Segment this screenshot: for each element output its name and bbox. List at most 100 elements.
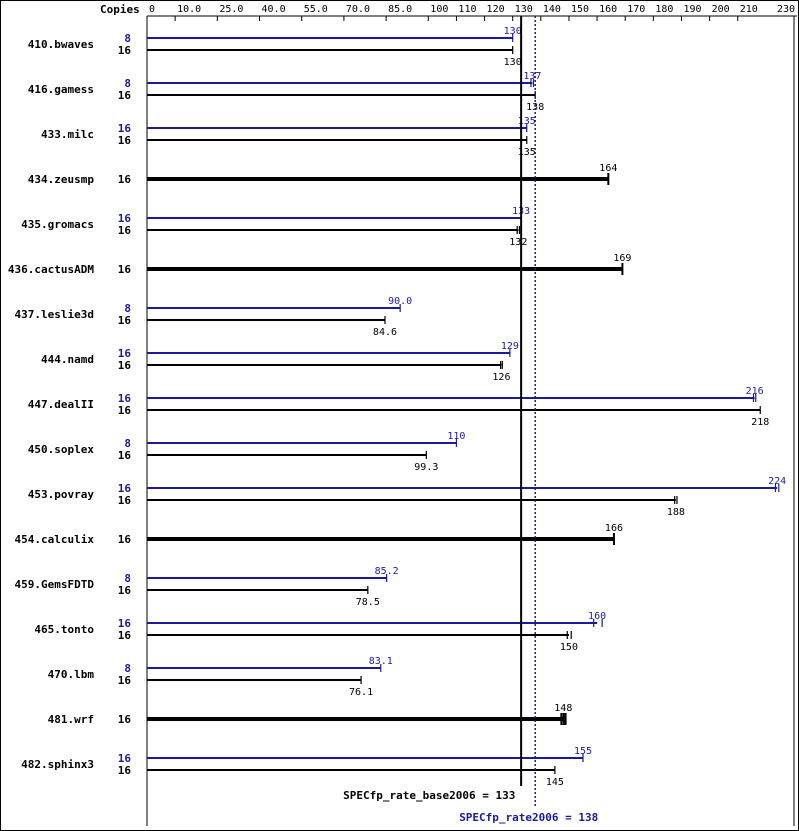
base-value-label: 150 <box>560 642 578 653</box>
axis-tick-label: 170 <box>627 4 645 15</box>
axis-tick-label: 70.0 <box>346 4 370 15</box>
axis-tick-label: 110 <box>458 4 476 15</box>
benchmark-row: 481.wrf 16 148 <box>48 703 572 732</box>
benchmark-name: 465.tonto <box>34 623 94 636</box>
benchmark-row: 410.bwaves 8 130 16 130 <box>28 26 522 68</box>
benchmark-row: 444.namd 16 129 16 126 <box>41 341 519 383</box>
peak-copies-label: 8 <box>124 302 131 315</box>
benchmark-row: 447.dealII 16 216 16 218 <box>28 386 769 428</box>
benchmark-name: 416.gamess <box>28 83 94 96</box>
peak-value-label: 137 <box>523 71 541 82</box>
benchmark-row: 436.cactusADM 16 169 <box>8 253 631 282</box>
benchmark-name: 481.wrf <box>48 713 94 726</box>
peak-copies-label: 16 <box>118 392 132 405</box>
base-copies-label: 16 <box>118 674 132 687</box>
base-copies-label: 16 <box>118 629 132 642</box>
base-value-label: 145 <box>546 777 564 788</box>
peak-value-label: 129 <box>501 341 519 352</box>
peak-value-label: 224 <box>768 476 786 487</box>
axis-tick-label: 200 <box>712 4 730 15</box>
peak-copies-label: 8 <box>124 32 131 45</box>
peak-copies-label: 16 <box>118 212 132 225</box>
axis-tick-label: 150 <box>571 4 589 15</box>
axis-tick-label: 180 <box>655 4 673 15</box>
base-copies-label: 16 <box>118 584 132 597</box>
base-copies-label: 16 <box>118 449 132 462</box>
peak-value-label: 160 <box>588 611 606 622</box>
benchmark-row: 437.leslie3d 8 90.0 16 84.6 <box>15 296 413 338</box>
axis-tick-label: 25.0 <box>219 4 243 15</box>
peak-copies-label: 8 <box>124 572 131 585</box>
peak-value-label: 216 <box>746 386 764 397</box>
axis-tick-label: 140 <box>543 4 561 15</box>
base-copies-label: 16 <box>118 533 132 546</box>
benchmark-row: 433.milc 16 135 16 135 <box>41 116 536 158</box>
base-value-label: 78.5 <box>356 597 380 608</box>
benchmark-name: 437.leslie3d <box>15 308 94 321</box>
benchmark-name: 470.lbm <box>48 668 95 681</box>
benchmark-rows: 410.bwaves 8 130 16 130 416.gamess 8 137 16 138 43… <box>8 26 786 788</box>
benchmark-name: 435.gromacs <box>21 218 94 231</box>
base-copies-label: 16 <box>118 404 132 417</box>
base-value-label: 132 <box>509 237 527 248</box>
base-value-label: 99.3 <box>414 462 438 473</box>
axis-tick-label: 85.0 <box>388 4 412 15</box>
benchmark-name: 444.namd <box>41 353 94 366</box>
benchmark-row: 453.povray 16 224 16 188 <box>28 476 786 518</box>
peak-value-label: 83.1 <box>369 656 393 667</box>
peak-copies-label: 16 <box>118 617 132 630</box>
base-copies-label: 16 <box>118 89 132 102</box>
peak-summary-label: SPECfp_rate2006 = 138 <box>459 811 598 824</box>
base-copies-label: 16 <box>118 764 132 777</box>
benchmark-name: 453.povray <box>28 488 95 501</box>
base-value-label: 138 <box>526 102 544 113</box>
peak-value-label: 110 <box>447 431 465 442</box>
peak-copies-label: 8 <box>124 437 131 450</box>
benchmark-name: 447.dealII <box>28 398 94 411</box>
base-copies-label: 16 <box>118 224 132 237</box>
benchmark-name: 410.bwaves <box>28 38 94 51</box>
benchmark-name: 433.milc <box>41 128 94 141</box>
axis-tick-label: 130 <box>515 4 533 15</box>
base-copies-label: 16 <box>118 359 132 372</box>
axis-tick-label: 10.0 <box>177 4 201 15</box>
benchmark-name: 454.calculix <box>15 533 95 546</box>
base-value-label: 84.6 <box>373 327 397 338</box>
base-copies-label: 16 <box>118 494 132 507</box>
benchmark-row: 416.gamess 8 137 16 138 <box>28 71 544 113</box>
peak-copies-label: 16 <box>118 752 132 765</box>
copies-axis-title: Copies <box>100 3 140 16</box>
base-copies-label: 16 <box>118 134 132 147</box>
axis-tick-label: 120 <box>487 4 505 15</box>
axis-tick-label: 0 <box>149 4 155 15</box>
benchmark-name: 436.cactusADM <box>8 263 94 276</box>
peak-value-label: 90.0 <box>388 296 412 307</box>
base-summary-label: SPECfp_rate_base2006 = 133 <box>343 789 515 802</box>
benchmark-name: 459.GemsFDTD <box>15 578 95 591</box>
benchmark-name: 434.zeusmp <box>28 173 95 186</box>
base-copies-label: 16 <box>118 173 132 186</box>
peak-value-label: 130 <box>504 26 522 37</box>
base-value-label: 130 <box>504 57 522 68</box>
axis-tick-label: 100 <box>430 4 448 15</box>
base-value-label: 169 <box>613 253 631 264</box>
base-value-label: 166 <box>605 523 623 534</box>
benchmark-row: 454.calculix 16 166 <box>15 523 623 552</box>
base-value-label: 135 <box>518 147 536 158</box>
base-value-label: 148 <box>554 703 572 714</box>
peak-copies-label: 16 <box>118 122 132 135</box>
benchmark-row: 459.GemsFDTD 8 85.2 16 78.5 <box>15 566 399 608</box>
peak-copies-label: 16 <box>118 347 132 360</box>
benchmark-row: 470.lbm 8 83.1 16 76.1 <box>48 656 393 698</box>
peak-copies-label: 16 <box>118 482 132 495</box>
benchmark-row: 435.gromacs1613316132 <box>21 206 530 248</box>
base-value-label: 126 <box>492 372 510 383</box>
base-copies-label: 16 <box>118 44 132 57</box>
peak-value-label: 85.2 <box>375 566 399 577</box>
axis-tick-label: 160 <box>599 4 617 15</box>
base-copies-label: 16 <box>118 263 132 276</box>
peak-copies-label: 8 <box>124 77 131 90</box>
axis-tick-label: 230 <box>777 4 795 15</box>
